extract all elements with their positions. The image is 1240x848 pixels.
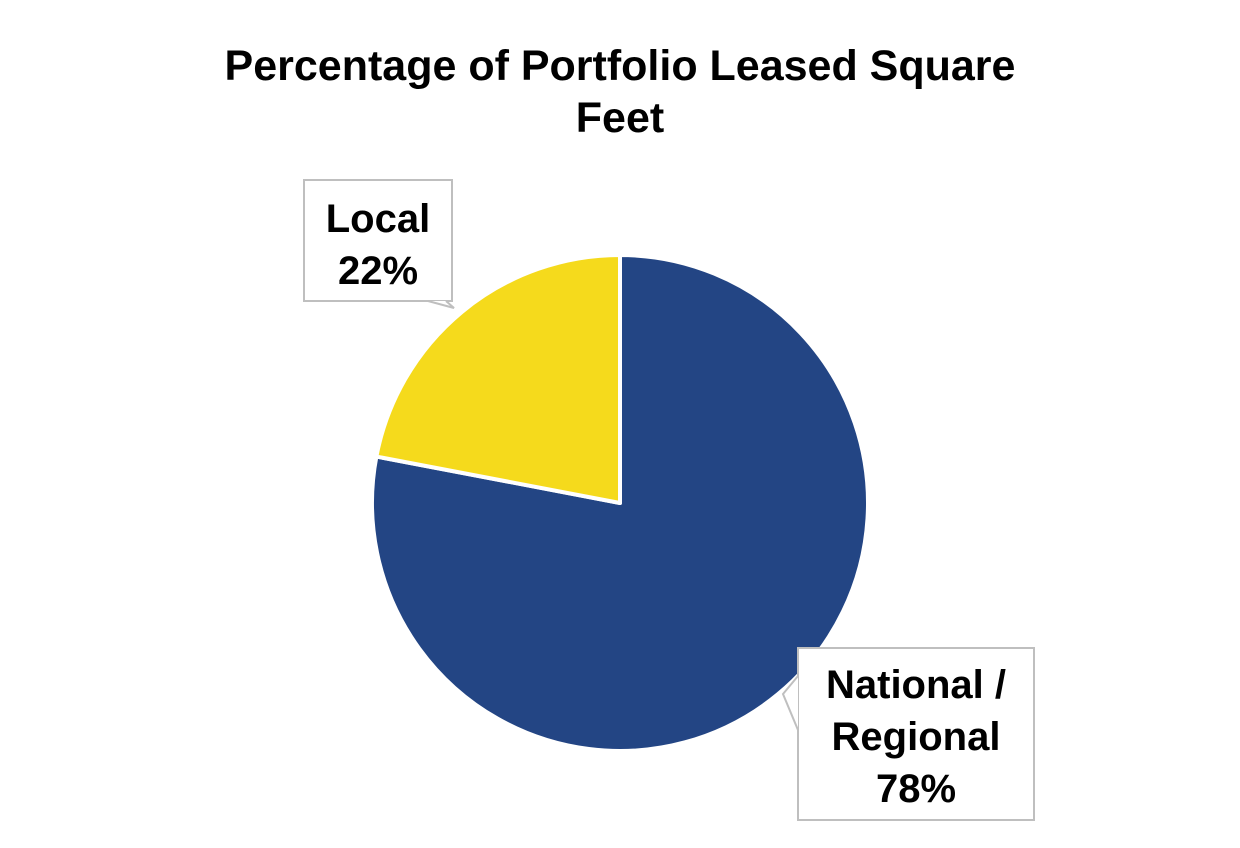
- data-label-value: 78%: [876, 767, 956, 811]
- data-label-category: Regional: [832, 715, 1001, 759]
- data-label-value: 22%: [338, 249, 418, 293]
- data-label-category: Local: [326, 197, 430, 241]
- data-label-national-regional: National / Regional 78%: [781, 647, 1035, 821]
- chart-title-line-2: Feet: [575, 94, 665, 142]
- data-label-callouts: National / Regional 78% Local 22%: [303, 179, 1035, 821]
- callout-box: [303, 179, 453, 302]
- data-label-category: National /: [826, 663, 1006, 707]
- callout-pointer: [427, 300, 455, 309]
- pie-slices: [370, 253, 870, 753]
- chart-title-line-1: Percentage of Portfolio Leased Square: [224, 42, 1016, 90]
- callout-pointer: [781, 675, 799, 731]
- data-label-local: Local 22%: [303, 179, 455, 309]
- pie-slice-local: [374, 253, 622, 505]
- callout-box: [797, 647, 1035, 821]
- chart-title: Percentage of Portfolio Leased Square Fe…: [100, 40, 1140, 144]
